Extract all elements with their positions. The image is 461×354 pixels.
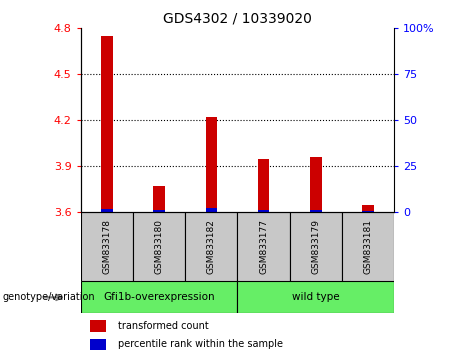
Text: GSM833179: GSM833179 xyxy=(311,219,320,274)
Text: GSM833178: GSM833178 xyxy=(102,219,111,274)
Bar xyxy=(206,208,217,212)
FancyBboxPatch shape xyxy=(237,281,394,313)
Bar xyxy=(258,210,269,212)
Text: GSM833177: GSM833177 xyxy=(259,219,268,274)
FancyBboxPatch shape xyxy=(290,212,342,281)
Text: GSM833181: GSM833181 xyxy=(364,219,372,274)
Bar xyxy=(206,117,217,212)
Text: GSM833180: GSM833180 xyxy=(154,219,164,274)
FancyBboxPatch shape xyxy=(133,212,185,281)
Bar xyxy=(154,210,165,212)
Bar xyxy=(90,320,106,332)
FancyBboxPatch shape xyxy=(237,212,290,281)
Bar xyxy=(362,211,374,212)
Bar xyxy=(90,338,106,350)
Text: wild type: wild type xyxy=(292,292,340,302)
Text: genotype/variation: genotype/variation xyxy=(2,292,95,302)
Text: GSM833182: GSM833182 xyxy=(207,219,216,274)
Bar xyxy=(154,186,165,212)
FancyBboxPatch shape xyxy=(342,212,394,281)
Bar xyxy=(258,159,269,212)
Bar xyxy=(362,205,374,212)
Bar xyxy=(101,209,112,212)
Bar xyxy=(310,210,321,212)
FancyBboxPatch shape xyxy=(81,281,237,313)
Bar xyxy=(310,157,321,212)
Bar xyxy=(101,36,112,212)
Title: GDS4302 / 10339020: GDS4302 / 10339020 xyxy=(163,12,312,26)
FancyBboxPatch shape xyxy=(185,212,237,281)
Text: transformed count: transformed count xyxy=(118,320,209,331)
FancyBboxPatch shape xyxy=(81,212,133,281)
Text: Gfi1b-overexpression: Gfi1b-overexpression xyxy=(103,292,215,302)
Text: percentile rank within the sample: percentile rank within the sample xyxy=(118,339,283,349)
